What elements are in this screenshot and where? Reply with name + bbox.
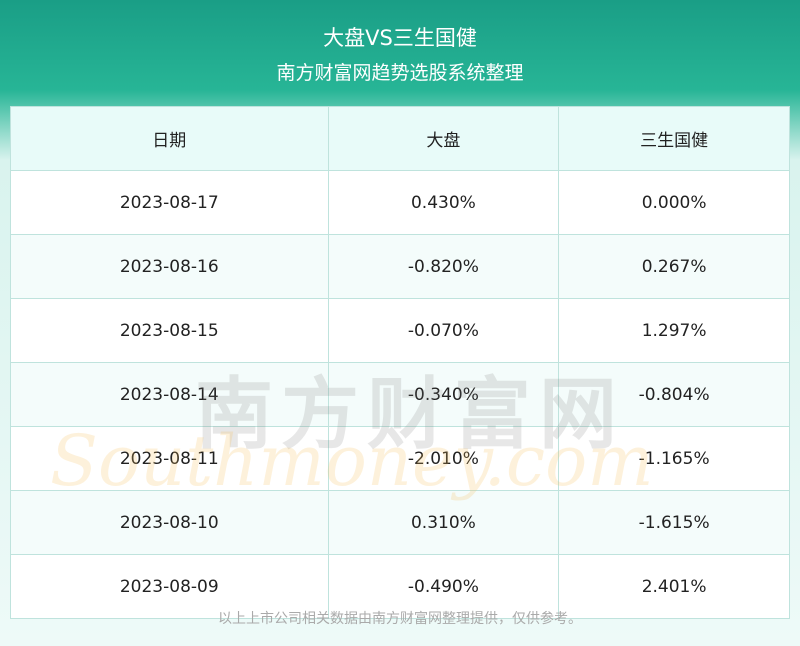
cell: -0.820% xyxy=(327,234,560,299)
cell: 0.310% xyxy=(327,490,560,555)
cell: 2023-08-09 xyxy=(10,554,329,619)
cell: 2023-08-14 xyxy=(10,362,329,427)
watermark: 南方财富网 xyxy=(195,370,626,460)
title: 大盘VS三生国健 xyxy=(323,26,477,50)
row: 2023-08-17 0.430% 0.000% xyxy=(10,170,790,235)
row: 2023-08-14 -0.340% -0.804% xyxy=(10,362,790,427)
header-row: 日期 大盘 三生国健 xyxy=(10,106,790,171)
cell: 2.401% xyxy=(558,554,790,619)
cell: -0.070% xyxy=(327,298,560,363)
cell: 1.297% xyxy=(558,298,790,363)
row: 2023-08-10 0.310% -1.615% xyxy=(10,490,790,555)
row: 2023-08-11 -2.010% -1.165% xyxy=(10,426,790,491)
column-header: 日期 xyxy=(10,106,329,171)
cell: -0.490% xyxy=(327,554,560,619)
column-header: 三生国健 xyxy=(558,106,790,171)
column-header: 大盘 xyxy=(327,106,560,171)
table: 日期 大盘 三生国健 2023-08-17 0.430% 0.000% 2023-08-16… xyxy=(10,106,790,619)
footer: 以上上市公司相关数据由南方财富网整理提供，仅供参考。 xyxy=(218,611,582,627)
row: 2023-08-09 -0.490% 2.401% xyxy=(10,554,790,619)
cell: 0.267% xyxy=(558,234,790,299)
subtitle: 南方财富网趋势选股系统整理 xyxy=(276,62,524,84)
cell: 2023-08-17 xyxy=(10,170,329,235)
cell: 0.000% xyxy=(558,170,790,235)
cell: -0.340% xyxy=(327,362,560,427)
cell: -0.804% xyxy=(558,362,790,427)
cell: 2023-08-11 xyxy=(10,426,329,491)
cell: 2023-08-16 xyxy=(10,234,329,299)
row: 2023-08-16 -0.820% 0.267% xyxy=(10,234,790,299)
cell: -1.615% xyxy=(558,490,790,555)
cell: 2023-08-10 xyxy=(10,490,329,555)
row: 2023-08-15 -0.070% 1.297% xyxy=(10,298,790,363)
cell: 2023-08-15 xyxy=(10,298,329,363)
cell: 0.430% xyxy=(327,170,560,235)
watermark: Southmoney.com xyxy=(50,420,654,502)
